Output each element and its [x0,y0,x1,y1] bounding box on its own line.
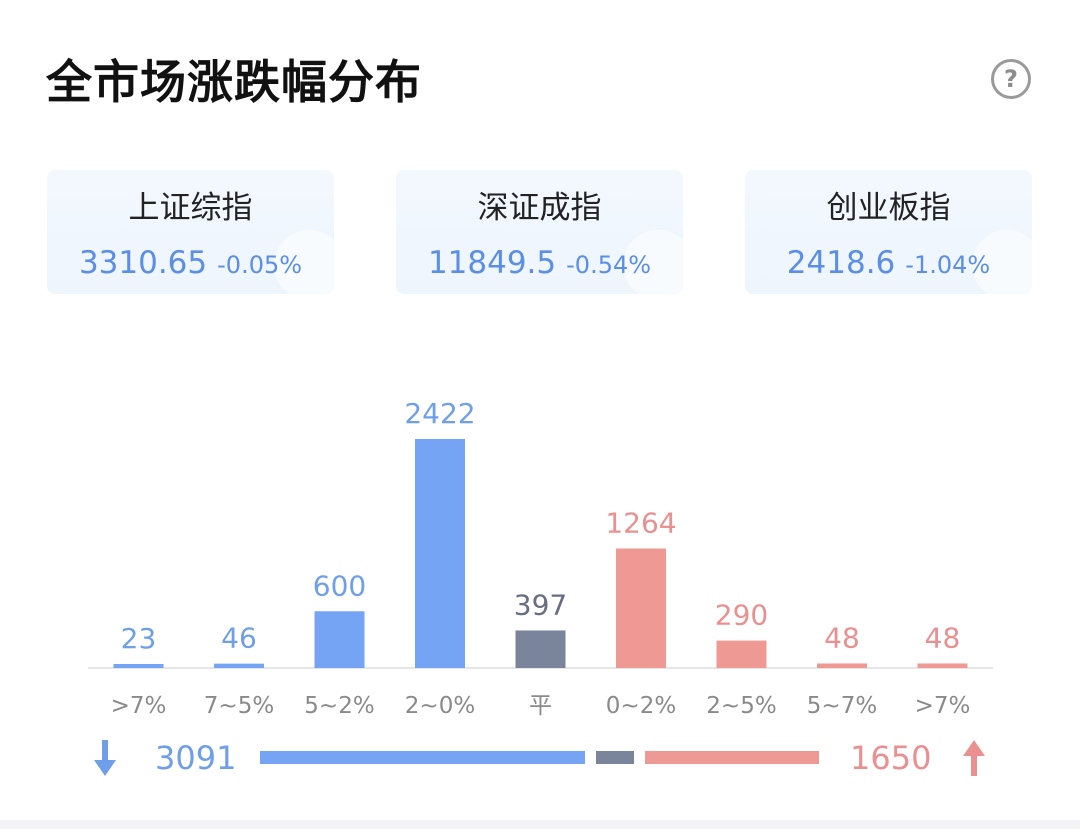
category-label: 2~0% [405,693,475,719]
category-label: 0~2% [606,693,676,719]
down-ratio-bar [260,751,585,764]
index-change: -0.05% [217,251,303,279]
index-value: 2418.6 [786,245,896,281]
bar-value-label: 397 [514,588,567,621]
bar-value-label: 48 [824,621,860,654]
category-label: 7~5% [204,693,274,719]
flat-ratio-bar [596,751,634,764]
bar-value-label: 2422 [404,397,475,430]
bar-2[interactable] [314,611,365,668]
up-count: 1650 [850,739,932,777]
index-name: 上证综指 [128,190,253,226]
footer-divider [0,820,1080,829]
bar-0[interactable] [113,664,164,668]
category-label: 5~7% [807,693,877,719]
bar-5[interactable] [616,548,666,668]
up-arrow-icon [963,740,985,776]
card-decoration [972,230,1032,294]
page-title: 全市场涨跌幅分布 [46,55,422,109]
index-card-chinext[interactable]: 创业板指 2418.6 -1.04% [745,170,1032,294]
category-label: 平 [529,693,552,719]
bar-1[interactable] [214,663,264,668]
category-label: 5~2% [304,693,374,719]
bar-7[interactable] [817,663,867,668]
bar-value-label: 290 [715,599,768,632]
category-label: >7% [915,693,971,719]
bar-8[interactable] [917,663,968,668]
index-value: 3310.65 [78,245,208,281]
index-change: -0.54% [566,251,652,279]
bar-3[interactable] [415,439,465,668]
card-decoration [274,230,334,294]
bar-value-label: 23 [121,622,157,655]
bar-6[interactable] [716,640,767,668]
down-arrow-icon [94,740,116,776]
index-card-shenzhen[interactable]: 深证成指 11849.5 -0.54% [396,170,683,294]
down-count: 3091 [155,739,237,777]
bar-value-label: 600 [313,569,366,602]
card-decoration [623,230,683,294]
distribution-chart: 23 >7% 46 7~5% 600 5~2% 2422 2~0% 397 平 1264 0~2% 29… [88,397,993,719]
help-icon[interactable]: ? [991,59,1031,99]
bar-value-label: 46 [221,622,257,655]
index-card-shanghai[interactable]: 上证综指 3310.65 -0.05% [47,170,334,294]
index-name: 创业板指 [826,190,951,226]
bar-4[interactable] [515,630,566,668]
category-label: 2~5% [706,693,776,719]
index-name: 深证成指 [477,190,602,226]
bar-value-label: 1264 [605,506,676,539]
index-change: -1.04% [905,251,991,279]
category-label: >7% [111,693,167,719]
bar-value-label: 48 [925,621,961,654]
index-value: 11849.5 [427,245,557,281]
up-ratio-bar [645,751,819,764]
